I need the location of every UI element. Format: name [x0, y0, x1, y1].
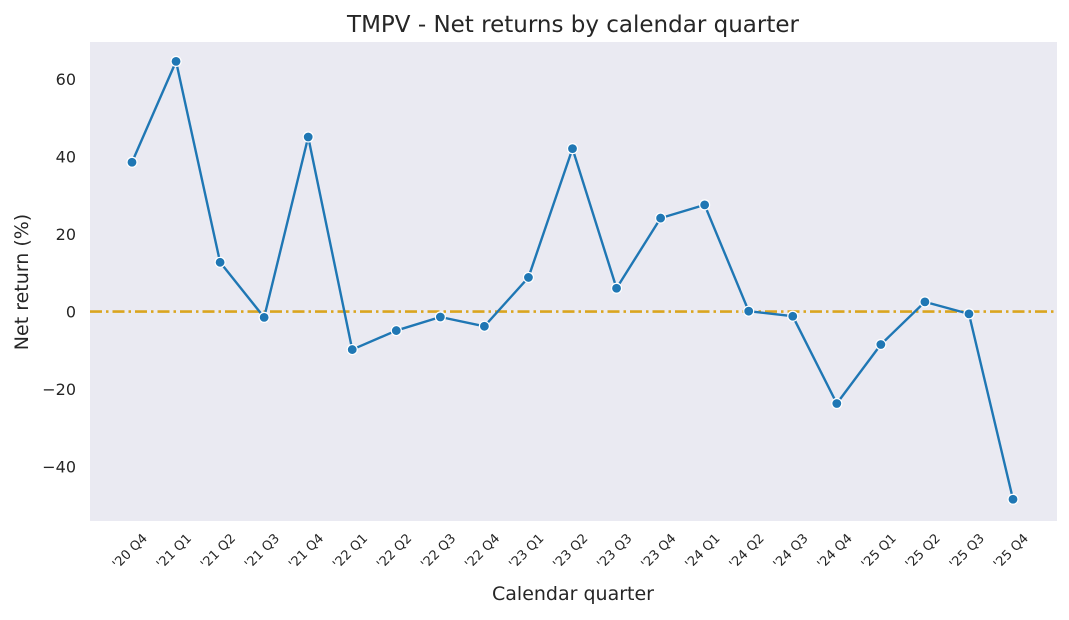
data-point — [875, 338, 887, 351]
x-tick-label: '24 Q3 — [771, 531, 812, 572]
x-tick-label: '23 Q4 — [639, 531, 680, 572]
data-point — [963, 308, 975, 320]
x-tick-label: '25 Q4 — [991, 531, 1032, 572]
data-point — [743, 305, 755, 317]
data-point — [919, 296, 931, 308]
x-tick-label: '24 Q2 — [727, 531, 768, 572]
data-point — [610, 282, 623, 294]
data-point — [654, 212, 667, 224]
data-point — [566, 143, 579, 155]
data-point — [214, 256, 226, 268]
data-point — [699, 199, 711, 211]
x-axis-label: Calendar quarter — [492, 583, 654, 605]
y-axis-label: Net return (%) — [11, 214, 33, 350]
x-tick-label: '24 Q1 — [683, 531, 724, 572]
x-tick-label: '21 Q4 — [286, 531, 327, 572]
data-point — [478, 320, 490, 332]
x-tick-label: '25 Q1 — [859, 531, 900, 572]
x-tick-label: '23 Q3 — [595, 531, 636, 572]
data-point — [126, 156, 138, 168]
y-tick-label: 20 — [56, 225, 76, 244]
x-tick-label: '24 Q4 — [815, 531, 856, 572]
data-point — [390, 324, 402, 337]
x-tick-label: '22 Q3 — [418, 531, 459, 572]
x-tick-label: '20 Q4 — [110, 531, 151, 572]
x-tick-label: '22 Q4 — [462, 531, 503, 572]
y-tick-label: −40 — [42, 458, 76, 477]
data-point — [522, 271, 535, 284]
x-tick-label: '23 Q2 — [550, 531, 591, 572]
plot-area — [90, 42, 1057, 521]
data-point — [302, 131, 314, 143]
x-tick-label: '25 Q2 — [903, 531, 944, 572]
data-point — [258, 311, 270, 323]
x-tick-label: '22 Q2 — [374, 531, 415, 572]
y-tick-label: −20 — [42, 380, 76, 399]
data-point — [831, 397, 843, 410]
x-tick-label: '21 Q1 — [154, 531, 195, 572]
x-tick-label: '25 Q3 — [947, 531, 988, 572]
x-tick-label: '23 Q1 — [506, 531, 547, 572]
data-point — [434, 311, 446, 323]
data-point — [787, 310, 799, 322]
data-point — [170, 55, 182, 67]
x-tick-label: '22 Q1 — [330, 531, 371, 572]
y-tick-label: 0 — [66, 303, 76, 322]
chart-title: TMPV - Net returns by calendar quarter — [346, 12, 799, 38]
y-tick-label: 60 — [56, 70, 76, 89]
y-tick-label: 40 — [56, 147, 76, 166]
x-tick-label: '21 Q2 — [198, 531, 239, 572]
data-point — [1007, 493, 1019, 505]
x-tick-label: '21 Q3 — [242, 531, 283, 572]
data-point — [346, 343, 358, 356]
